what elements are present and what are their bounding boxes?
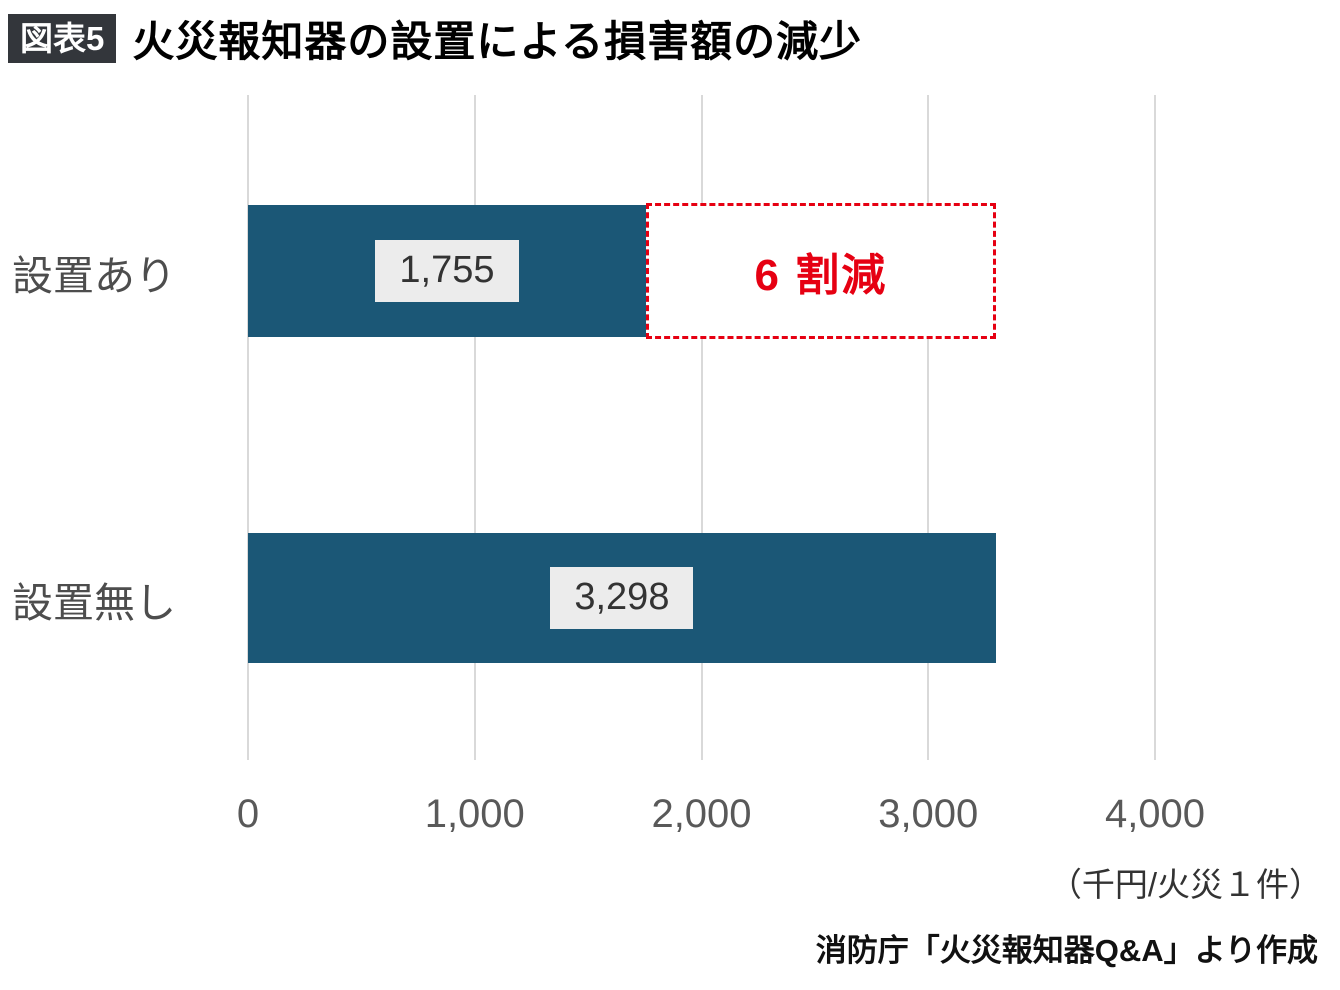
annotation-box: 6 割減: [645, 203, 996, 339]
value-label-with-alarm: 1,755: [375, 240, 519, 302]
category-label-with-alarm: 設置あり: [12, 253, 176, 299]
x-tick-label: 1,000: [424, 792, 525, 836]
x-axis-ticks: 0 1,000 2,000 3,000 4,000: [237, 792, 1260, 852]
annotation-label: 6 割減: [754, 251, 888, 300]
category-label-without-alarm: 設置無し: [12, 580, 176, 626]
bar-without-alarm: 3,298: [248, 533, 996, 663]
x-tick-label: 4,000: [1104, 792, 1206, 836]
x-tick-label: 3,000: [878, 792, 979, 836]
value-label-without-alarm: 3,298: [550, 567, 694, 629]
x-tick-label: 0: [236, 792, 260, 836]
gridline: [927, 95, 930, 760]
gridline: [700, 95, 703, 760]
source-note: 消防庁「火災報知器Q&A」より作成: [815, 933, 1318, 968]
gridline: [247, 95, 249, 760]
plot-area: 1,755 6 割減 3,298: [247, 95, 1260, 760]
x-tick-label: 2,000: [651, 792, 752, 836]
gridline: [473, 95, 476, 760]
chart-header: 図表5 火災報知器の設置による損害額の減少: [8, 8, 862, 69]
gridline: [1154, 95, 1156, 760]
figure-badge: 図表5: [8, 14, 117, 63]
chart-title: 火災報知器の設置による損害額の減少: [132, 18, 863, 65]
bar-with-alarm: 1,755: [248, 205, 646, 337]
unit-label: （千円/火災１件）: [1048, 866, 1322, 903]
